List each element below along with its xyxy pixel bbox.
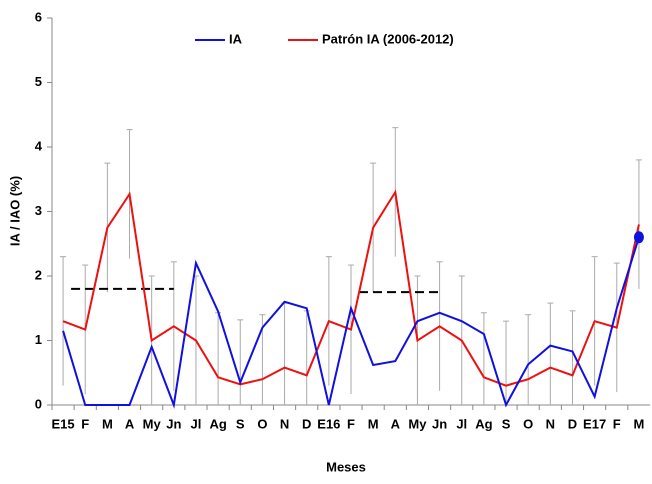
x-tick-label: D	[302, 416, 311, 431]
x-tick-label: E17	[583, 416, 606, 431]
x-tick-label: A	[125, 416, 135, 431]
x-tick-label: E15	[52, 416, 75, 431]
y-tick-label: 0	[35, 396, 42, 411]
legend-label: IA	[229, 31, 243, 46]
x-tick-label: E16	[317, 416, 340, 431]
x-tick-label: Ag	[209, 416, 226, 431]
y-tick-label: 5	[35, 74, 42, 89]
y-axis-title: IA / IAO (%)	[7, 176, 22, 246]
y-tick-label: 2	[35, 267, 42, 282]
y-tick-label: 3	[35, 203, 42, 218]
legend-label: Patrón IA (2006-2012)	[322, 31, 454, 46]
x-tick-label: M	[102, 416, 113, 431]
highlight-point	[633, 231, 644, 244]
x-axis-title: Meses	[326, 459, 366, 474]
x-tick-label: S	[236, 416, 245, 431]
x-tick-label: N	[546, 416, 555, 431]
x-tick-label: F	[613, 416, 621, 431]
x-tick-label: Jn	[432, 416, 447, 431]
y-tick-label: 1	[35, 332, 42, 347]
x-tick-label: D	[568, 416, 577, 431]
y-tick-label: 4	[35, 138, 43, 153]
y-tick-label: 6	[35, 9, 42, 24]
x-tick-label: O	[257, 416, 267, 431]
x-tick-label: F	[81, 416, 89, 431]
x-tick-label: A	[391, 416, 401, 431]
x-tick-label: My	[143, 416, 162, 431]
x-tick-label: Jn	[166, 416, 181, 431]
series-line	[62, 237, 640, 409]
x-tick-label: Jl	[456, 416, 467, 431]
x-tick-label: O	[523, 416, 533, 431]
x-tick-label: F	[347, 416, 355, 431]
x-tick-label: Jl	[191, 416, 202, 431]
x-tick-label: M	[634, 416, 645, 431]
series-line	[62, 189, 640, 387]
x-tick-label: Ag	[475, 416, 492, 431]
x-tick-label: N	[280, 416, 289, 431]
x-tick-label: M	[368, 416, 379, 431]
x-tick-label: S	[502, 416, 511, 431]
x-tick-label: My	[408, 416, 427, 431]
